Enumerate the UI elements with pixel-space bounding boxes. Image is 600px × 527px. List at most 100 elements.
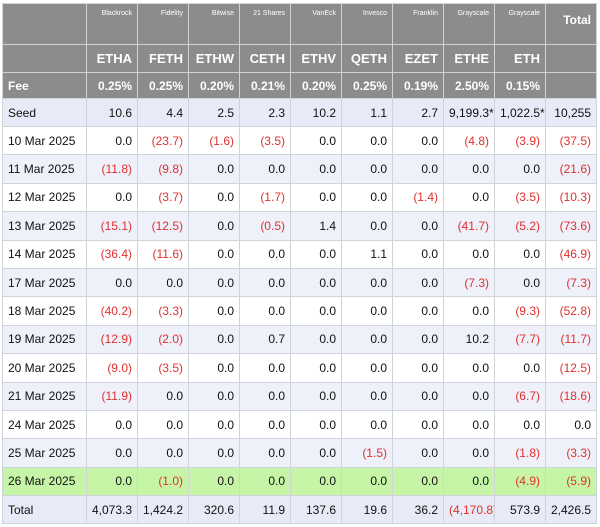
issuer-header: Blackrock bbox=[86, 3, 138, 45]
flow-cell: (3.5) bbox=[494, 182, 546, 213]
flow-cell: 0.0 bbox=[188, 381, 240, 411]
flow-cell: 320.6 bbox=[188, 495, 240, 525]
flow-cell: 0.0 bbox=[239, 154, 291, 184]
ticker-header: EZET bbox=[392, 44, 444, 73]
row-total-cell: (46.9) bbox=[545, 239, 597, 269]
flow-cell: 0.0 bbox=[290, 267, 342, 298]
table-row: 25 Mar 2025 0.0 0.0 0.0 0.0 0.0 (1.5) 0.0 0.0 (1.… bbox=[2, 438, 597, 468]
issuer-header: Grayscale bbox=[494, 3, 546, 45]
flow-cell: 0.0 bbox=[290, 296, 342, 326]
table-row: 19 Mar 2025 (12.9) (2.0) 0.0 0.7 0.0 0.0 0.0 10.… bbox=[2, 324, 597, 355]
fee-label: Fee bbox=[2, 72, 87, 99]
flow-cell: (36.4) bbox=[86, 239, 138, 269]
flow-cell: 10.6 bbox=[86, 98, 138, 127]
total-column-header: Total bbox=[545, 3, 597, 45]
flow-cell: 0.0 bbox=[239, 466, 291, 497]
flow-cell: (1.5) bbox=[341, 438, 393, 468]
row-total-cell: (3.3) bbox=[545, 438, 597, 468]
flow-cell: 0.0 bbox=[290, 154, 342, 184]
flow-cell: 19.6 bbox=[341, 495, 393, 525]
flow-cell: (9.0) bbox=[86, 353, 138, 383]
row-total-cell: (12.5) bbox=[545, 353, 597, 383]
flow-cell: 0.0 bbox=[188, 324, 240, 355]
ticker-header: ETHW bbox=[188, 44, 240, 73]
table-row: 12 Mar 2025 0.0 (3.7) 0.0 (1.7) 0.0 0.0 (1.4) 0.… bbox=[2, 182, 597, 213]
table-row: 14 Mar 2025 (36.4) (11.6) 0.0 0.0 0.0 1.1 0.0 0.… bbox=[2, 239, 597, 269]
row-label: 14 Mar 2025 bbox=[2, 239, 87, 269]
ticker-corner-cell bbox=[2, 44, 87, 73]
row-label: 24 Mar 2025 bbox=[2, 409, 87, 440]
flow-cell: 0.0 bbox=[341, 211, 393, 241]
flow-cell: 0.0 bbox=[137, 267, 189, 298]
fee-value: 0.19% bbox=[392, 72, 444, 99]
table-header: Blackrock Fidelity Bitwise 21 Shares Van… bbox=[2, 3, 597, 99]
ticker-header: ETHA bbox=[86, 44, 138, 73]
flow-cell: 0.0 bbox=[341, 154, 393, 184]
row-label: 19 Mar 2025 bbox=[2, 324, 87, 355]
row-label: 13 Mar 2025 bbox=[2, 211, 87, 241]
flow-cell: 9,199.3* bbox=[443, 98, 495, 127]
flow-cell: (1.6) bbox=[188, 125, 240, 156]
flow-cell: (41.7) bbox=[443, 211, 495, 241]
table-row: 20 Mar 2025 (9.0) (3.5) 0.0 0.0 0.0 0.0 0.0 0.0 0… bbox=[2, 353, 597, 383]
flow-cell: 0.0 bbox=[494, 239, 546, 269]
flow-cell: 0.0 bbox=[188, 239, 240, 269]
flow-cell: 0.0 bbox=[341, 125, 393, 156]
flow-cell: 0.0 bbox=[188, 466, 240, 497]
seed-row: Seed 10.6 4.4 2.5 2.3 10.2 1.1 2.7 9,199.3* 1,022… bbox=[2, 98, 597, 127]
row-label: 10 Mar 2025 bbox=[2, 125, 87, 156]
flow-cell: 0.0 bbox=[239, 409, 291, 440]
flow-cell: 0.0 bbox=[392, 267, 444, 298]
flow-cell: (1.8) bbox=[494, 438, 546, 468]
ticker-header: QETH bbox=[341, 44, 393, 73]
flow-cell: 0.0 bbox=[494, 409, 546, 440]
row-label: 20 Mar 2025 bbox=[2, 353, 87, 383]
flow-cell: 0.0 bbox=[443, 353, 495, 383]
flow-cell: 1.1 bbox=[341, 239, 393, 269]
flow-cell: (3.5) bbox=[239, 125, 291, 156]
row-label: Seed bbox=[2, 98, 87, 127]
flow-cell: 0.0 bbox=[392, 324, 444, 355]
flow-cell: 0.0 bbox=[392, 125, 444, 156]
fee-value: 0.21% bbox=[239, 72, 291, 99]
flow-cell: 0.0 bbox=[443, 154, 495, 184]
flow-cell: 0.0 bbox=[290, 239, 342, 269]
row-total-cell: (52.8) bbox=[545, 296, 597, 326]
flow-cell: 0.0 bbox=[443, 296, 495, 326]
flow-cell: 0.0 bbox=[188, 267, 240, 298]
flow-cell: 0.0 bbox=[494, 154, 546, 184]
flow-cell: 0.0 bbox=[137, 438, 189, 468]
flow-cell: 0.0 bbox=[86, 466, 138, 497]
flow-cell: 0.0 bbox=[392, 154, 444, 184]
fee-value: 0.15% bbox=[494, 72, 546, 99]
flow-cell: 0.0 bbox=[290, 438, 342, 468]
row-total-cell: (37.5) bbox=[545, 125, 597, 156]
flow-cell: (4.8) bbox=[443, 125, 495, 156]
flow-cell: (4.9) bbox=[494, 466, 546, 497]
table-body: Seed 10.6 4.4 2.5 2.3 10.2 1.1 2.7 9,199.3* 1,022… bbox=[2, 98, 597, 525]
flow-cell: 0.0 bbox=[443, 438, 495, 468]
flow-cell: (40.2) bbox=[86, 296, 138, 326]
flow-cell: 0.0 bbox=[443, 381, 495, 411]
flow-cell: (3.7) bbox=[137, 182, 189, 213]
fee-value: 0.20% bbox=[290, 72, 342, 99]
ticker-total-cell bbox=[545, 44, 597, 73]
flow-cell: (0.5) bbox=[239, 211, 291, 241]
ticker-header: ETHE bbox=[443, 44, 495, 73]
flow-cell: 0.0 bbox=[86, 267, 138, 298]
row-total-cell: (5.9) bbox=[545, 466, 597, 497]
issuer-header: Fidelity bbox=[137, 3, 189, 45]
table-row: 24 Mar 2025 0.0 0.0 0.0 0.0 0.0 0.0 0.0 0.0 0.0 0.… bbox=[2, 409, 597, 440]
flow-cell: 0.0 bbox=[392, 211, 444, 241]
flow-cell: (1.7) bbox=[239, 182, 291, 213]
flow-cell: (1.0) bbox=[137, 466, 189, 497]
table-row: 18 Mar 2025 (40.2) (3.3) 0.0 0.0 0.0 0.0 0.0 0.0… bbox=[2, 296, 597, 326]
flow-cell: 0.0 bbox=[443, 239, 495, 269]
flow-cell: 0.0 bbox=[239, 381, 291, 411]
flow-cell: 0.0 bbox=[392, 353, 444, 383]
flow-cell: 0.0 bbox=[137, 409, 189, 440]
table-row: 13 Mar 2025 (15.1) (12.5) 0.0 (0.5) 1.4 0.0 0.0… bbox=[2, 211, 597, 241]
row-total-cell: 2,426.5 bbox=[545, 495, 597, 525]
flow-cell: (3.3) bbox=[137, 296, 189, 326]
flow-cell: 0.0 bbox=[494, 267, 546, 298]
